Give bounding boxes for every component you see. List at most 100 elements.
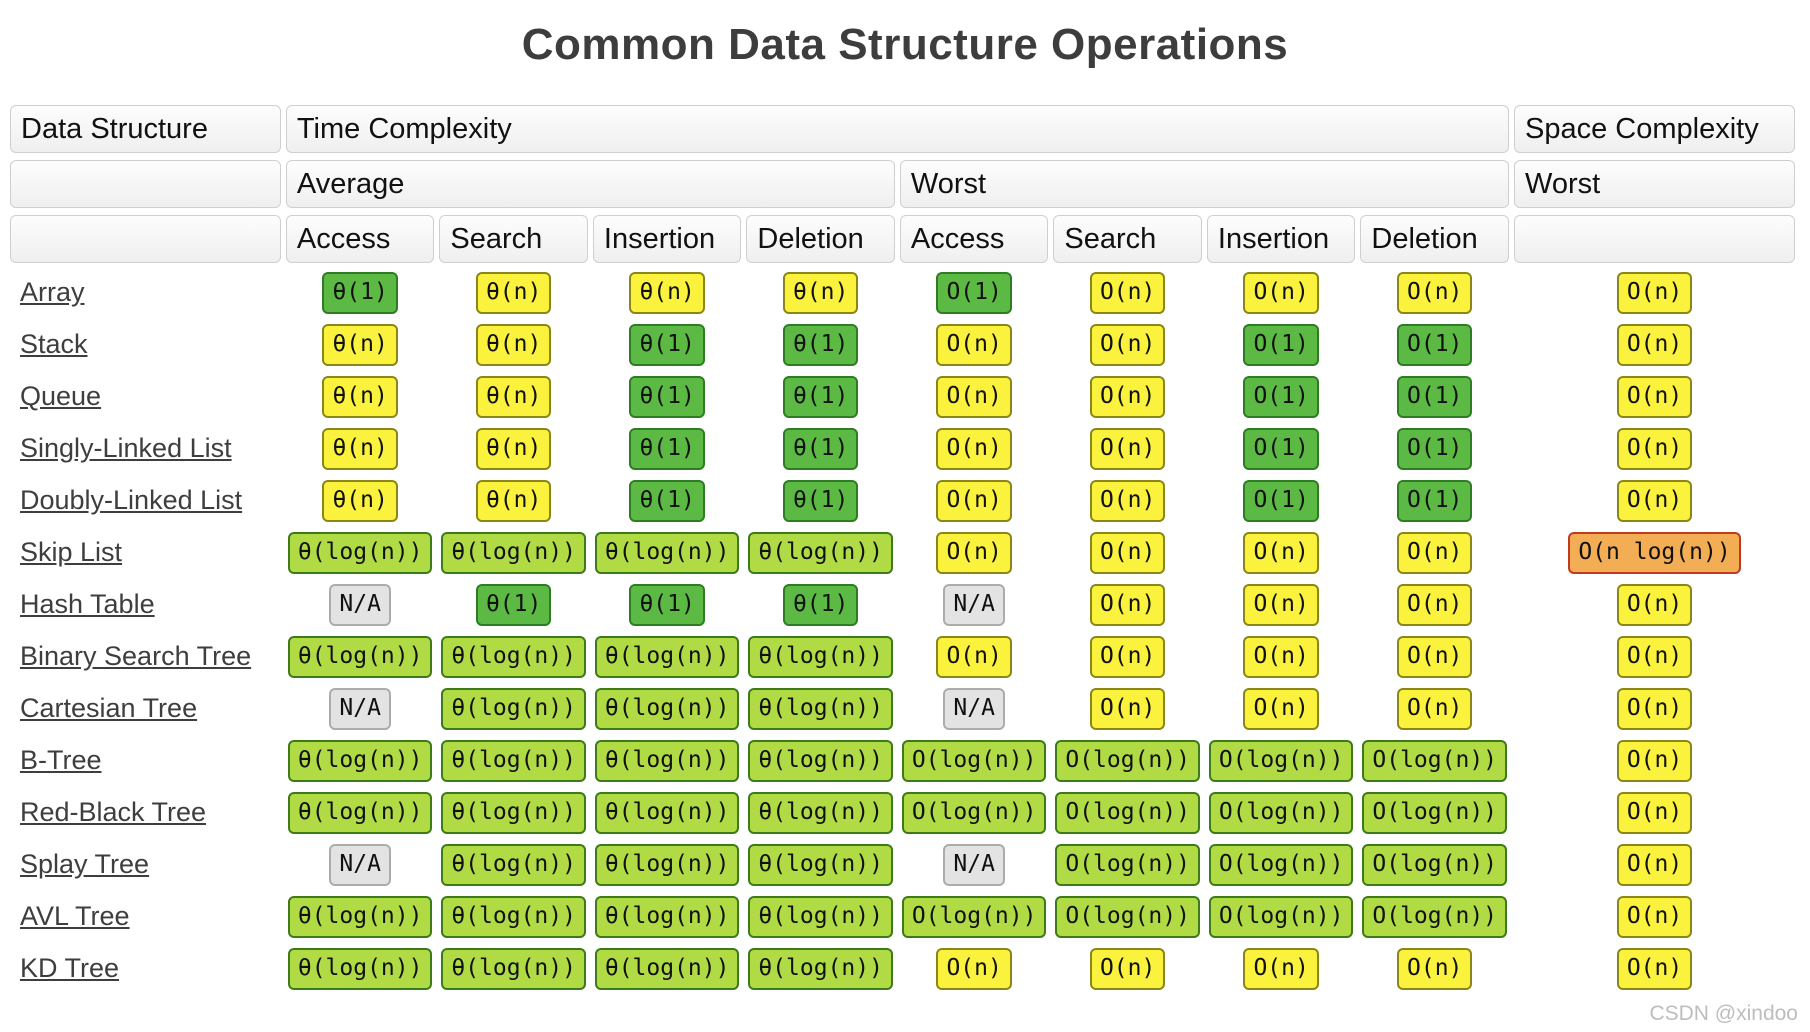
- data-structure-link[interactable]: Stack: [20, 329, 88, 359]
- header-row-2: Average Worst Worst: [10, 160, 1795, 208]
- table-row: Hash Table N/A θ(1) θ(1) θ(1) N/A O(n) O(n) O(n…: [10, 582, 1795, 627]
- header-op-avg-access: Access: [285, 215, 435, 263]
- data-structure-link[interactable]: Cartesian Tree: [20, 693, 198, 723]
- complexity-cell: θ(log(n)): [593, 686, 742, 731]
- data-structure-link[interactable]: Queue: [20, 381, 102, 411]
- complexity-cell: O(log(n)): [900, 894, 1049, 939]
- complexity-badge: O(n): [1089, 635, 1166, 678]
- complexity-badge: O(log(n)): [1362, 791, 1508, 834]
- data-structure-link[interactable]: KD Tree: [20, 953, 120, 983]
- complexity-cell: O(log(n)): [900, 790, 1049, 835]
- header-op-worst-search: Search: [1053, 215, 1202, 263]
- row-label-cell: Stack: [10, 322, 281, 367]
- complexity-cell: O(n): [900, 946, 1049, 991]
- complexity-badge: O(n): [936, 635, 1012, 678]
- complexity-badge: θ(log(n)): [594, 895, 740, 938]
- complexity-cell: N/A: [286, 686, 435, 731]
- complexity-cell: O(log(n)): [1053, 894, 1202, 939]
- complexity-cell: O(n): [1053, 478, 1202, 523]
- data-structure-link[interactable]: Singly-Linked List: [20, 433, 232, 463]
- complexity-cell: θ(1): [593, 582, 742, 627]
- complexity-cell: θ(log(n)): [439, 842, 588, 887]
- complexity-badge: O(log(n)): [901, 791, 1047, 834]
- header-empty-cell: [10, 215, 281, 263]
- complexity-cell: θ(log(n)): [439, 946, 588, 991]
- complexity-badge: N/A: [943, 843, 1005, 886]
- complexity-cell: O(n): [1207, 946, 1356, 991]
- complexity-badge: O(log(n)): [1362, 895, 1508, 938]
- data-structure-link[interactable]: AVL Tree: [20, 901, 130, 931]
- data-structure-link[interactable]: B-Tree: [20, 745, 102, 775]
- complexity-badge: O(n): [1089, 531, 1166, 574]
- complexity-badge: O(n): [1089, 323, 1166, 366]
- complexity-cell: O(log(n)): [1360, 738, 1509, 783]
- header-op-avg-deletion: Deletion: [746, 215, 895, 263]
- data-structure-link[interactable]: Array: [20, 277, 85, 307]
- header-row-3: Access Search Insertion Deletion Access …: [10, 215, 1795, 263]
- complexity-cell: θ(1): [593, 322, 742, 367]
- complexity-badge: O(n): [1616, 427, 1693, 470]
- complexity-badge: O(n): [1397, 583, 1473, 626]
- complexity-cell: O(log(n)): [1207, 894, 1356, 939]
- complexity-badge: O(n): [1616, 739, 1693, 782]
- complexity-badge: θ(1): [782, 427, 859, 470]
- complexity-cell: O(n): [1514, 582, 1795, 627]
- complexity-cell: O(n): [1360, 946, 1509, 991]
- complexity-badge: O(n): [1243, 271, 1319, 314]
- complexity-badge: θ(1): [629, 479, 705, 522]
- data-structure-link[interactable]: Hash Table: [20, 589, 155, 619]
- complexity-cell: θ(log(n)): [746, 738, 895, 783]
- header-op-worst-access: Access: [899, 215, 1049, 263]
- data-structure-link[interactable]: Binary Search Tree: [20, 641, 252, 671]
- data-structure-link[interactable]: Red-Black Tree: [20, 797, 207, 827]
- complexity-cell: θ(1): [593, 374, 742, 419]
- complexity-badge: O(n): [1616, 635, 1693, 678]
- complexity-badge: θ(log(n)): [594, 843, 740, 886]
- header-time-complexity: Time Complexity: [285, 105, 1510, 153]
- header-row-1: Data Structure Time Complexity Space Com…: [10, 105, 1795, 153]
- complexity-cell: O(1): [900, 270, 1049, 315]
- complexity-badge: O(n): [1397, 635, 1473, 678]
- complexity-cell: θ(n): [439, 374, 588, 419]
- complexity-cell: O(n): [1514, 842, 1795, 887]
- complexity-cell: O(log(n)): [900, 738, 1049, 783]
- complexity-badge: θ(1): [629, 427, 705, 470]
- complexity-cell: θ(log(n)): [286, 790, 435, 835]
- complexity-cell: O(n): [1053, 322, 1202, 367]
- complexity-badge: O(log(n)): [901, 895, 1047, 938]
- complexity-cell: O(n): [900, 322, 1049, 367]
- complexity-cell: O(n): [1360, 686, 1509, 731]
- complexity-badge: O(1): [1243, 427, 1319, 470]
- complexity-cell: O(n): [1360, 530, 1509, 575]
- complexity-cell: θ(log(n)): [746, 894, 895, 939]
- complexity-badge: θ(n): [475, 427, 552, 470]
- complexity-badge: O(1): [1397, 323, 1473, 366]
- complexity-cell: O(n): [1514, 478, 1795, 523]
- data-structure-link[interactable]: Skip List: [20, 537, 123, 567]
- header-space-worst: Worst: [1514, 160, 1795, 208]
- complexity-badge: O(n log(n)): [1568, 531, 1741, 574]
- complexity-cell: θ(log(n)): [439, 530, 588, 575]
- complexity-badge: N/A: [329, 583, 391, 626]
- complexity-badge: O(log(n)): [1208, 739, 1354, 782]
- complexity-badge: θ(log(n)): [594, 739, 740, 782]
- complexity-cell: O(n): [1360, 582, 1509, 627]
- complexity-badge: O(n): [1243, 635, 1319, 678]
- complexity-badge: θ(log(n)): [748, 739, 893, 782]
- complexity-badge: θ(1): [629, 583, 705, 626]
- data-structure-link[interactable]: Splay Tree: [20, 849, 150, 879]
- row-label-cell: Red-Black Tree: [10, 790, 281, 835]
- complexity-badge: θ(log(n)): [441, 843, 586, 886]
- row-label-cell: B-Tree: [10, 738, 281, 783]
- complexity-badge: θ(n): [475, 271, 552, 314]
- data-structure-link[interactable]: Doubly-Linked List: [20, 485, 243, 515]
- complexity-badge: θ(1): [782, 479, 859, 522]
- complexity-badge: θ(n): [475, 375, 552, 418]
- complexity-badge: O(1): [1397, 427, 1473, 470]
- complexity-cell: O(n): [1053, 426, 1202, 471]
- complexity-cell: O(log(n)): [1360, 790, 1509, 835]
- complexity-cell: θ(n): [439, 322, 588, 367]
- complexity-cell: θ(log(n)): [746, 790, 895, 835]
- complexity-cell: O(n): [1053, 582, 1202, 627]
- complexity-cell: O(n): [900, 478, 1049, 523]
